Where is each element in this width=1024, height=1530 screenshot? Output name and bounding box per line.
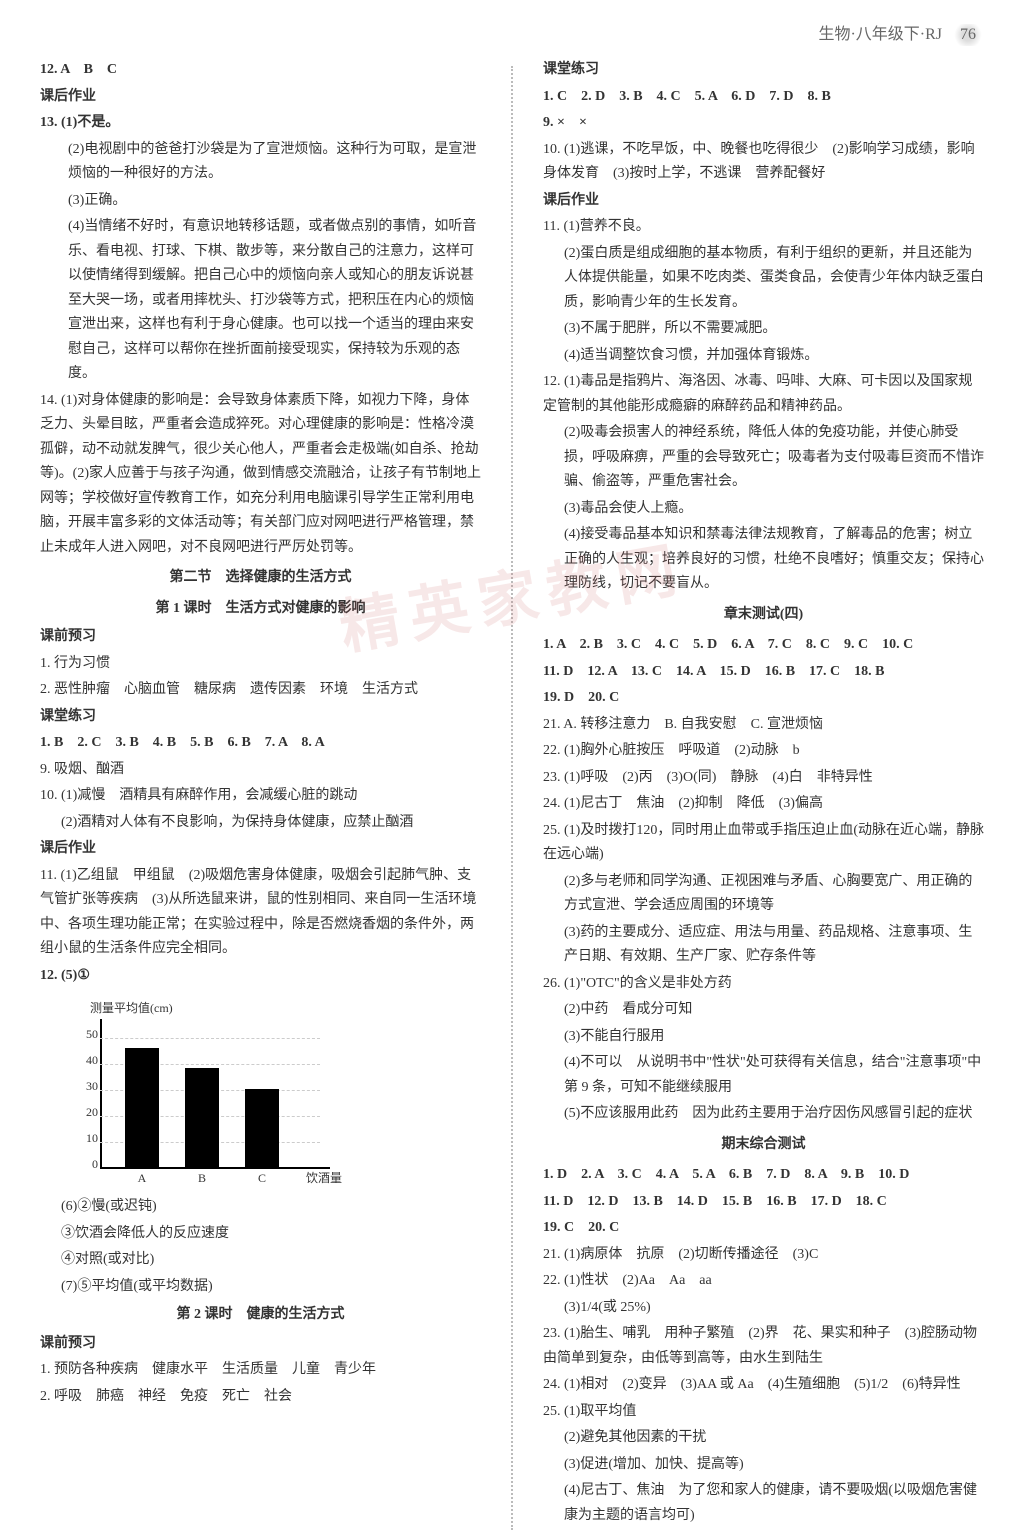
- answer-line: 22. (1)性状 (2)Aa Aa aa: [543, 1269, 984, 1294]
- answer-text: (3)药的主要成分、适应症、用法与用量、药品规格、注意事项、生产日期、有效期、生…: [543, 921, 984, 970]
- content-columns: 12. A B C 课后作业 13. (1)不是。 (2)电视剧中的爸爸打沙袋是…: [0, 56, 1024, 1530]
- answer-text: (3)毒品会使人上瘾。: [543, 497, 984, 522]
- lesson-title: 第 1 课时 生活方式对健康的影响: [40, 597, 481, 622]
- answer-text: (4)尼古丁、焦油 为了您和家人的健康，请不要吸烟(以吸烟危害健康为主题的语言均…: [543, 1479, 984, 1528]
- answer-text: 14. (1)对身体健康的影响是：会导致身体素质下降，如视力下降，身体乏力、头晕…: [40, 389, 481, 561]
- answer-line: 1. D 2. A 3. C 4. A 5. A 6. B 7. D 8. A …: [543, 1163, 984, 1188]
- answer-line: 22. (1)胸外心脏按压 呼吸道 (2)动脉 b: [543, 739, 984, 764]
- answer-line: 2. 恶性肿瘤 心脑血管 糖尿病 遗传因素 环境 生活方式: [40, 678, 481, 703]
- y-tick: 20: [70, 1102, 98, 1123]
- section-label: 课后作业: [543, 189, 984, 214]
- answer-text: ④对照(或对比): [40, 1248, 481, 1273]
- bar-a: [125, 1048, 159, 1167]
- answer-text: (2)避免其他因素的干扰: [543, 1426, 984, 1451]
- section-label: 课堂练习: [40, 705, 481, 730]
- answer-text: (5)不应该服用此药 因为此药主要用于治疗因伤风感冒引起的症状: [543, 1102, 984, 1127]
- answer-line: 21. (1)病原体 抗原 (2)切断传播途径 (3)C: [543, 1243, 984, 1268]
- answer-text: (2)吸毒会损害人的神经系统，降低人体的免疫功能，并使心肺受损，呼吸麻痹，严重的…: [543, 421, 984, 495]
- section-title: 章末测试(四): [543, 603, 984, 628]
- answer-line: 11. D 12. A 13. C 14. A 15. D 16. B 17. …: [543, 660, 984, 685]
- x-label: B: [182, 1168, 222, 1189]
- answer-text: (2)电视剧中的爸爸打沙袋是为了宣泄烦恼。这种行为可取，是宣泄烦恼的一种很好的方…: [40, 138, 481, 187]
- column-divider: [511, 66, 513, 1530]
- chart-container: 测量平均值(cm) 0 10 20 30 40 50: [70, 998, 481, 1189]
- answer-text: 25. (1)取平均值: [543, 1400, 984, 1425]
- answer-text: (2)多与老师和同学沟通、正视困难与矛盾、心胸要宽广、用正确的方式宣泄、学会适应…: [543, 870, 984, 919]
- answer-text: (2)酒精对人体有不良影响，为保持身体健康，应禁止酗酒: [40, 811, 481, 836]
- y-tick: 30: [70, 1076, 98, 1097]
- answer-text: (2)中药 看成分可知: [543, 998, 984, 1023]
- answer-text: (4)适当调整饮食习惯，并加强体育锻炼。: [543, 344, 984, 369]
- answer-line: 12. A B C: [40, 58, 481, 83]
- answer-text: (4)接受毒品基本知识和禁毒法律法规教育，了解毒品的危害；树立正确的人生观；培养…: [543, 523, 984, 597]
- answer-line: (3)1/4(或 25%): [543, 1296, 984, 1321]
- answer-text: (2)蛋白质是组成细胞的基本物质，有利于组织的更新，并且还能为人体提供能量，如果…: [543, 242, 984, 316]
- answer-text: 24. (1)相对 (2)变异 (3)AA 或 Aa (4)生殖细胞 (5)1/…: [543, 1373, 984, 1398]
- bar-chart: 0 10 20 30 40 50 A B C 饮酒量: [70, 1019, 330, 1189]
- answer-line: 9. 吸烟、酗酒: [40, 758, 481, 783]
- page-number: 76: [952, 24, 984, 46]
- answer-text: 23. (1)胎生、哺乳 用种子繁殖 (2)界 花、果实和种子 (3)腔肠动物 …: [543, 1322, 984, 1371]
- answer-line: 19. C 20. C: [543, 1216, 984, 1241]
- answer-line: 19. D 20. C: [543, 686, 984, 711]
- answer-text: (3)不属于肥胖，所以不需要减肥。: [543, 317, 984, 342]
- answer-line: 10. (1)减慢 酒精具有麻醉作用，会减缓心脏的跳动: [40, 784, 481, 809]
- answer-line: 1. C 2. D 3. B 4. C 5. A 6. D 7. D 8. B: [543, 85, 984, 110]
- answer-text: 11. (1)营养不良。: [543, 215, 984, 240]
- section-title: 期末综合测试: [543, 1133, 984, 1158]
- answer-line: 1. A 2. B 3. C 4. C 5. D 6. A 7. C 8. C …: [543, 633, 984, 658]
- answer-text: 25. (1)及时拨打120，同时用止血带或手指压迫止血(动脉在近心端，静脉在远…: [543, 819, 984, 868]
- page-header: 生物·八年级下·RJ 76: [0, 0, 1024, 56]
- subject-label: 生物·八年级下·RJ: [818, 26, 942, 43]
- section-label: 课前预习: [40, 1332, 481, 1357]
- chart-y-title: 测量平均值(cm): [90, 998, 481, 1019]
- section-label: 课后作业: [40, 837, 481, 862]
- y-tick: 40: [70, 1050, 98, 1071]
- answer-text: 12. (1)毒品是指鸦片、海洛因、冰毒、吗啡、大麻、可卡因以及国家规定管制的其…: [543, 370, 984, 419]
- answer-text: 26. (1)"OTC"的含义是非处方药: [543, 972, 984, 997]
- answer-text: 10. (1)逃课，不吃早饭，中、晚餐也吃得很少 (2)影响学习成绩，影响身体发…: [543, 138, 984, 187]
- answer-line: 24. (1)尼古丁 焦油 (2)抑制 降低 (3)偏高: [543, 792, 984, 817]
- section-title: 第二节 选择健康的生活方式: [40, 566, 481, 591]
- answer-text: (3)促进(增加、加快、提高等): [543, 1453, 984, 1478]
- answer-line: 23. (1)呼吸 (2)丙 (3)O(同) 静脉 (4)白 非特异性: [543, 766, 984, 791]
- bar-b: [185, 1068, 219, 1167]
- answer-text: (3)不能自行服用: [543, 1025, 984, 1050]
- answer-line: 1. B 2. C 3. B 4. B 5. B 6. B 7. A 8. A: [40, 731, 481, 756]
- y-tick: 0: [70, 1154, 98, 1175]
- answer-line: 13. (1)不是。: [40, 111, 481, 136]
- answer-text: (7)⑤平均值(或平均数据): [40, 1275, 481, 1300]
- x-label: A: [122, 1168, 162, 1189]
- answer-line: 21. A. 转移注意力 B. 自我安慰 C. 宣泄烦恼: [543, 713, 984, 738]
- answer-line: 1. 预防各种疾病 健康水平 生活质量 儿童 青少年: [40, 1358, 481, 1383]
- section-label: 课前预习: [40, 625, 481, 650]
- x-axis-title: 饮酒量: [306, 1168, 342, 1189]
- y-axis: [100, 1019, 102, 1169]
- section-label: 课堂练习: [543, 58, 984, 83]
- y-tick: 50: [70, 1024, 98, 1045]
- grid-line: [100, 1038, 320, 1039]
- answer-text: (3)正确。: [40, 189, 481, 214]
- answer-text: (4)当情绪不好时，有意识地转移话题，或者做点别的事情，如听音乐、看电视、打球、…: [40, 215, 481, 387]
- answer-text: 11. (1)乙组鼠 甲组鼠 (2)吸烟危害身体健康，吸烟会引起肺气肿、支气管扩…: [40, 864, 481, 962]
- lesson-title: 第 2 课时 健康的生活方式: [40, 1303, 481, 1328]
- left-column: 12. A B C 课后作业 13. (1)不是。 (2)电视剧中的爸爸打沙袋是…: [40, 56, 481, 1530]
- bar-c: [245, 1089, 279, 1167]
- answer-line: 2. 呼吸 肺癌 神经 免疫 死亡 社会: [40, 1385, 481, 1410]
- answer-line: 11. D 12. D 13. B 14. D 15. B 16. B 17. …: [543, 1190, 984, 1215]
- right-column: 课堂练习 1. C 2. D 3. B 4. C 5. A 6. D 7. D …: [543, 56, 984, 1530]
- answer-line: 12. (5)①: [40, 964, 481, 989]
- answer-line: 9. × ×: [543, 111, 984, 136]
- answer-line: 1. 行为习惯: [40, 652, 481, 677]
- section-label: 课后作业: [40, 85, 481, 110]
- answer-text: (6)②慢(或迟钝): [40, 1195, 481, 1220]
- answer-text: (4)不可以 从说明书中"性状"处可获得有关信息，结合"注意事项"中第 9 条，…: [543, 1051, 984, 1100]
- y-tick: 10: [70, 1128, 98, 1149]
- x-label: C: [242, 1168, 282, 1189]
- answer-text: ③饮酒会降低人的反应速度: [40, 1222, 481, 1247]
